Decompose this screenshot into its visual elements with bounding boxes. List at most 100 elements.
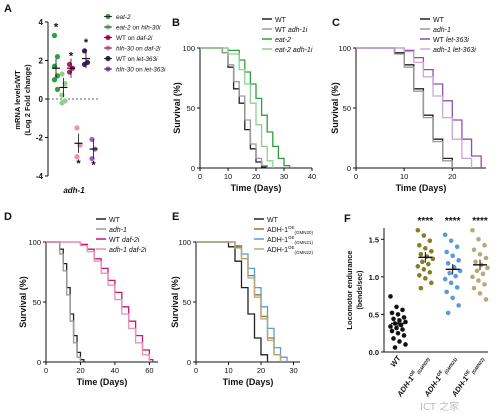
y-tick-label-e: 0 <box>187 358 191 367</box>
survival-curve-e <box>196 241 269 362</box>
x-tick-label-e: 0 <box>194 366 198 375</box>
data-point-f <box>394 304 399 310</box>
y-tick-label-a: -4 <box>36 172 44 181</box>
data-point-f <box>417 242 422 248</box>
x-axis-label-d: Time (Days) <box>77 377 128 387</box>
panel-letter-c: C <box>332 17 340 29</box>
y-axis-label2-f: (bends/sec) <box>357 271 364 310</box>
legend-label-c: adh-1 let-363i <box>433 47 476 54</box>
data-point-f <box>456 303 461 308</box>
data-point-f <box>395 312 401 317</box>
data-point-f <box>391 336 396 341</box>
y-axis-label-d: Survival (%) <box>18 276 28 328</box>
y-tick-label-a: 2 <box>39 57 44 66</box>
data-point-f <box>474 268 480 274</box>
x-tick-label-b: 30 <box>280 172 288 181</box>
data-point-f <box>483 255 489 261</box>
survival-curve-e <box>196 241 282 362</box>
significance-stars-f: **** <box>472 216 488 227</box>
data-point-f <box>444 289 449 295</box>
data-point-f <box>388 294 393 299</box>
x-tick-label-b: 10 <box>224 172 232 181</box>
x-tick-label-c: 0 <box>354 172 358 181</box>
data-point-f <box>401 333 407 338</box>
data-point-f <box>392 345 398 350</box>
data-point-f <box>421 233 427 238</box>
panel-letter-f: F <box>344 213 351 225</box>
y-tick-label-c: 50 <box>343 104 351 113</box>
data-point-f <box>420 259 425 265</box>
data-point-f <box>476 236 481 242</box>
x-tick-label-d: 0 <box>44 366 48 375</box>
data-point-f <box>415 264 421 269</box>
data-point-f <box>388 324 393 329</box>
y-tick-label-d: 50 <box>33 298 41 307</box>
survival-curve-d <box>46 241 85 362</box>
y-tick-label-f: 0.0 <box>369 348 379 357</box>
legend-label-d: adh-1 <box>109 227 127 234</box>
panel-letter-d: D <box>4 211 12 223</box>
data-point-f <box>389 328 395 334</box>
data-point-f <box>417 273 422 278</box>
data-point-f <box>447 270 452 276</box>
data-point-f <box>400 307 405 313</box>
x-tick-label-c: 10 <box>400 172 408 181</box>
legend-label-c: adh-1 <box>433 27 451 34</box>
data-point-f <box>456 258 461 263</box>
data-point-f <box>427 238 433 244</box>
survival-curve-b <box>200 47 274 168</box>
legend-label-e: ADH-1OE(GMN22) <box>267 245 314 255</box>
y-tick-label-b: 100 <box>182 44 195 53</box>
legend-label-e: ADH-1OE(GMN20) <box>267 225 314 235</box>
data-point-f <box>453 273 458 279</box>
data-point-f <box>448 280 454 286</box>
data-point-f <box>421 267 427 272</box>
legend-label-e: ADH-1OE(GMN21) <box>267 235 314 245</box>
y-tick-label-e: 100 <box>178 238 191 247</box>
data-point-f <box>444 249 449 255</box>
legend-label-b: eat-2 <box>275 37 291 44</box>
panel-letter-e: E <box>172 211 179 223</box>
y-tick-label-a: 0 <box>39 95 44 104</box>
x-tick-label-e: 10 <box>224 366 232 375</box>
data-point-f <box>429 280 434 286</box>
data-point-f <box>415 227 421 233</box>
data-point-f <box>480 271 486 277</box>
data-point-a <box>74 125 80 131</box>
legend-label-c: WT <box>433 17 445 24</box>
significance-star-a: * <box>69 50 74 62</box>
data-point-f <box>445 261 451 266</box>
data-point-f <box>485 265 490 271</box>
survival-curve-b <box>200 47 268 168</box>
legend-label-d: adh-1 daf-2i <box>109 247 147 254</box>
survival-curve-c <box>356 47 482 168</box>
y-tick-label-a: -2 <box>36 134 44 143</box>
data-point-f <box>423 245 428 251</box>
x-category-label-f: WT <box>389 353 404 369</box>
y-axis-label2-a: (Log 2 Fold change) <box>23 64 32 136</box>
x-tick-label-e: 20 <box>257 366 265 375</box>
legend-label-e: WT <box>267 217 279 224</box>
data-point-f <box>400 327 405 332</box>
y-axis-label-e: Survival (%) <box>170 276 180 328</box>
data-point-f <box>454 285 460 290</box>
category-text-f: WT <box>389 353 404 369</box>
data-point-f <box>418 252 424 257</box>
y-tick-label-b: 50 <box>187 104 195 113</box>
y-axis-label-f: Locomotor endurance <box>345 250 354 329</box>
data-point-a <box>51 32 58 39</box>
panel-letter-b: B <box>172 17 180 29</box>
data-point-f <box>426 261 431 267</box>
legend-label-a: eat-2 on hlh-30i <box>116 25 161 32</box>
legend-label-a: hlh-30 on let-363i <box>116 67 166 74</box>
y-tick-label-f: 1.0 <box>369 273 379 282</box>
legend-label-a: WT on daf-2i <box>116 35 153 42</box>
legend-label-d: WT <box>109 217 121 224</box>
significance-stars-f: **** <box>445 216 461 227</box>
y-tick-label-c: 0 <box>347 164 351 173</box>
data-point-f <box>442 276 448 282</box>
y-axis-label-c: Survival (%) <box>330 82 340 134</box>
legend-label-b: WT <box>275 17 287 24</box>
y-tick-label-a: 4 <box>39 18 44 27</box>
data-point-f <box>476 278 481 283</box>
